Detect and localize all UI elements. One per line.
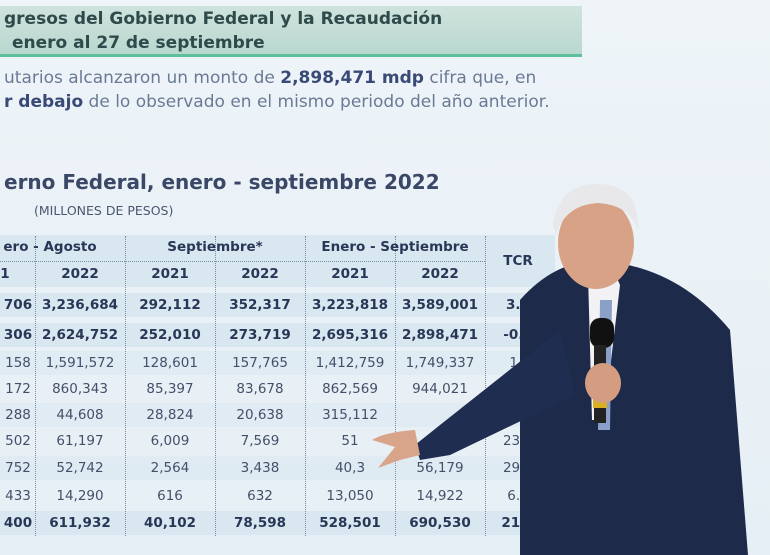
table-cell: 502 — [5, 433, 31, 449]
table-cell: 528,501 — [319, 515, 381, 531]
table-cell: 6,009 — [150, 433, 190, 449]
header-divider — [305, 261, 485, 262]
table-cell: 128,601 — [142, 355, 198, 371]
table-cell: 292,112 — [139, 297, 201, 313]
column-divider — [35, 236, 36, 536]
table-cell: 611,932 — [49, 515, 111, 531]
header-subtitle: enero al 27 de septiembre — [12, 33, 265, 53]
table-cell: 3,438 — [240, 460, 280, 476]
column-divider — [125, 236, 126, 536]
paragraph-line: utarios alcanzaron un monto de 2,898,471… — [4, 68, 536, 88]
highlight: r debajo — [4, 92, 84, 112]
table-cell: 2,564 — [150, 460, 190, 476]
text: cifra que, en — [423, 68, 537, 88]
table-cell: 616 — [157, 488, 183, 504]
table-cell: 752 — [5, 460, 31, 476]
hand — [372, 430, 420, 468]
arm — [415, 330, 575, 460]
header-divider — [125, 261, 305, 262]
table-cell: 157,765 — [232, 355, 288, 371]
column-group-header: Enero - Septiembre — [321, 239, 469, 255]
table-cell: 20,638 — [236, 407, 284, 423]
table-cell: 83,678 — [236, 381, 284, 397]
column-group-header: ero - Agosto — [3, 239, 97, 255]
table-cell: 1,412,759 — [315, 355, 385, 371]
table-cell: 273,719 — [229, 327, 291, 343]
table-cell: 252,010 — [139, 327, 201, 343]
table-cell: 158 — [5, 355, 31, 371]
table-cell: 51 — [341, 433, 359, 449]
table-cell: 862,569 — [322, 381, 378, 397]
face — [558, 197, 634, 289]
table-cell: 40,102 — [143, 515, 197, 531]
table-cell: 433 — [5, 488, 31, 504]
hand — [585, 363, 621, 403]
row-band — [0, 511, 555, 535]
hair — [553, 183, 639, 235]
column-divider — [215, 236, 216, 536]
table-cell: 1,591,572 — [45, 355, 115, 371]
column-divider — [485, 236, 486, 536]
column-divider — [305, 236, 306, 536]
table-cell: 690,530 — [409, 515, 471, 531]
row-band — [0, 351, 555, 375]
row-band — [0, 323, 555, 347]
year-header: 2022 — [421, 266, 459, 282]
table-cell: 14,290 — [56, 488, 104, 504]
table-cell: 315,112 — [322, 407, 378, 423]
column-group-header: TCR — [503, 253, 533, 269]
table-cell: 706 — [3, 297, 33, 313]
table-cell: 2,695,316 — [311, 327, 389, 343]
table-cell: 7,569 — [240, 433, 280, 449]
table-cell: 3,223,818 — [311, 297, 389, 313]
year-header: 2021 — [151, 266, 189, 282]
table-cell: 56,179 — [416, 460, 464, 476]
column-divider — [395, 236, 396, 536]
microphone-band — [593, 398, 607, 408]
highlight: 2,898,471 mdp — [280, 68, 424, 88]
header-band — [0, 6, 582, 57]
column-group-header: Septiembre* — [167, 239, 263, 255]
table-cell: 3,236,684 — [41, 297, 119, 313]
table-cell: 61,197 — [56, 433, 104, 449]
text: de lo observado en el mismo periodo del … — [83, 92, 550, 112]
table-cell: 944,021 — [412, 381, 468, 397]
table-title: erno Federal, enero - septiembre 2022 — [4, 170, 440, 194]
table-cell: 306 — [3, 327, 33, 343]
header-divider — [0, 261, 125, 262]
table-cell: 78,598 — [233, 515, 287, 531]
year-header: 2022 — [61, 266, 99, 282]
table-cell: 3,589,001 — [401, 297, 479, 313]
table-cell: 14,922 — [416, 488, 464, 504]
table-cell: 1,749,337 — [405, 355, 475, 371]
year-header: 2022 — [241, 266, 279, 282]
table-cell: 44,608 — [56, 407, 104, 423]
header-title: gresos del Gobierno Federal y la Recauda… — [4, 9, 443, 29]
microphone-head — [590, 318, 614, 348]
text: utarios alcanzaron un monto de — [4, 68, 281, 88]
table-subtitle: (MILLONES DE PESOS) — [34, 203, 174, 218]
year-header: 2021 — [331, 266, 369, 282]
table-cell: 172 — [5, 381, 31, 397]
table-cell: 13,050 — [326, 488, 374, 504]
table-cell: 85,397 — [146, 381, 194, 397]
row-band — [0, 456, 555, 480]
paragraph-line: r debajo de lo observado en el mismo per… — [4, 92, 550, 112]
table-cell: 288 — [5, 407, 31, 423]
suit — [520, 261, 748, 555]
table-cell: 2,898,471 — [401, 327, 479, 343]
table-cell: 400 — [3, 515, 33, 531]
table-cell: 2,624,752 — [41, 327, 119, 343]
table-cell: 860,343 — [52, 381, 108, 397]
table-cell: 52,742 — [56, 460, 104, 476]
row-band — [0, 293, 555, 317]
year-header: 1 — [0, 266, 10, 282]
table-cell: 40,3 — [334, 460, 366, 476]
table-cell: 28,824 — [146, 407, 194, 423]
table-cell: 632 — [247, 488, 273, 504]
table-cell: 352,317 — [229, 297, 291, 313]
